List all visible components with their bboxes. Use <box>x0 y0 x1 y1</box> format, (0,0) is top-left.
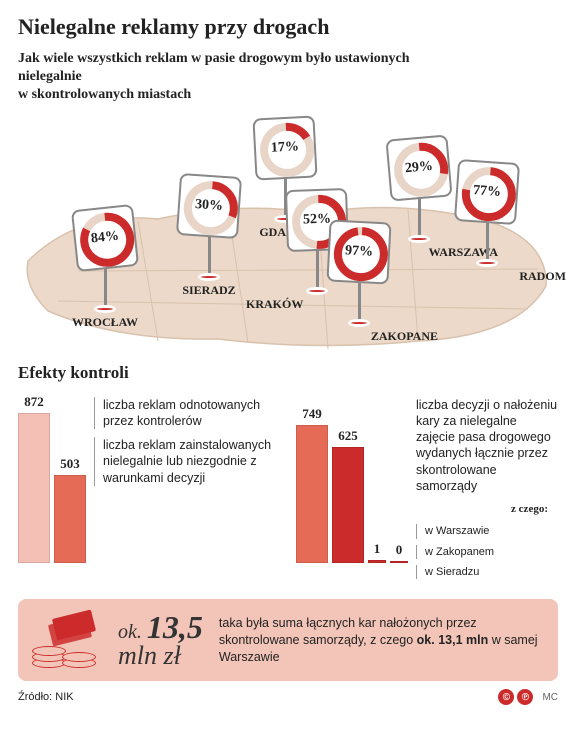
chart2-desc: liczba decyzji o nałożeniu kary za niele… <box>416 397 558 495</box>
map-area: 84%WROCŁAW30%SIERADZ17%GDAŃSK52%KRAKÓW97… <box>18 111 558 351</box>
charts-row: 872503 liczba reklam odnotowanych przez … <box>18 393 558 586</box>
credit: MC <box>542 692 558 703</box>
p-icon: ℗ <box>517 689 533 705</box>
sub-label: w Zakopanem <box>416 545 558 559</box>
zczego-label: z czego: <box>416 502 558 516</box>
bar-label: liczba reklam odnotowanych przez kontrol… <box>94 397 280 430</box>
summary-value: ok. 13,5 mln zł <box>118 611 203 669</box>
city-sign-wrocław: 84%WROCŁAW <box>72 207 138 330</box>
effects-title: Efekty kontroli <box>18 363 558 383</box>
money-icon <box>32 612 102 668</box>
bar: 872 <box>18 394 50 563</box>
summary-text: taka była suma łącznych kar nałożonych p… <box>219 615 544 666</box>
city-sign-radom: 77%RADOM <box>456 161 518 284</box>
source-label: Źródło: NIK <box>18 691 74 703</box>
bar: 0 <box>390 542 408 563</box>
city-sign-warszawa: 29%WARSZAWA <box>388 137 450 260</box>
copyright-icon: © <box>498 689 514 705</box>
city-sign-zakopane: 97%ZAKOPANE <box>328 221 390 344</box>
sub-label: w Warszawie <box>416 524 558 538</box>
bar: 625 <box>332 428 364 563</box>
city-sign-sieradz: 30%SIERADZ <box>178 175 240 298</box>
subtitle: Jak wiele wszystkich reklam w pasie drog… <box>18 50 448 105</box>
sub-label: w Sieradzu <box>416 565 558 579</box>
bar: 749 <box>296 406 328 563</box>
page-title: Nielegalne reklamy przy drogach <box>18 14 558 40</box>
chart-right: 74962510 liczba decyzji o nałożeniu kary… <box>296 393 558 586</box>
chart-left: 872503 liczba reklam odnotowanych przez … <box>18 393 280 586</box>
bar: 1 <box>368 541 386 563</box>
summary-box: ok. 13,5 mln zł taka była suma łącznych … <box>18 599 558 681</box>
bar: 503 <box>54 456 86 563</box>
bar-label: liczba reklam zainstalowanych nielegalni… <box>94 437 280 486</box>
